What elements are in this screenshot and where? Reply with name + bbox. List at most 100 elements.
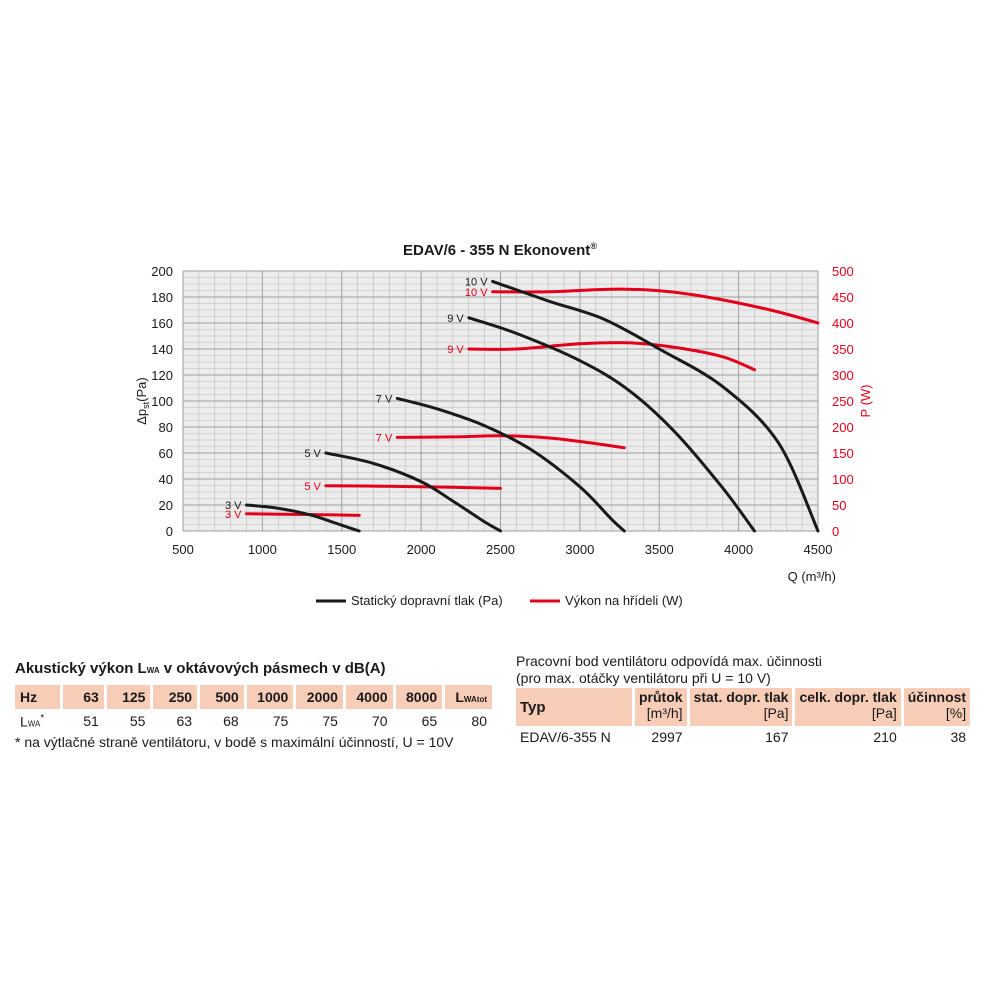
band-header: 63 (63, 685, 104, 709)
operating-point-value-row: EDAV/6-355 N 2997 167 210 38 (516, 726, 970, 745)
acoustic-cell: 65 (421, 713, 438, 730)
band-header: 4000 (345, 685, 393, 709)
acoustic-cell: 51 (83, 713, 99, 730)
y-left-tick-label: 120 (151, 368, 173, 383)
band-header: 2000 (296, 685, 343, 709)
pressure-curve (324, 451, 502, 533)
y-right-tick-label: 450 (832, 290, 854, 305)
acoustic-cell: 75 (322, 713, 338, 730)
operating-point-cell: 38 (950, 729, 967, 745)
y-left-tick-label: 140 (151, 342, 173, 357)
x-tick-label: 2500 (486, 542, 515, 557)
power-curve (467, 341, 756, 372)
power-curve (491, 287, 820, 325)
power-curve (324, 484, 502, 490)
acoustic-cell: 63 (176, 713, 193, 730)
operating-point-section: Pracovní bod ventilátoru odpovídá max. ú… (516, 653, 996, 745)
acoustic-cell: 75 (272, 713, 289, 730)
x-tick-label: 1500 (327, 542, 356, 557)
acoustic-cell: 68 (223, 713, 239, 730)
y-left-tick-label: 20 (159, 498, 173, 513)
x-tick-label: 500 (172, 542, 194, 557)
pressure-curve-label: 7 V (376, 393, 393, 405)
acoustic-title: Akustický výkon LWA v oktávových pásmech… (15, 660, 386, 677)
y-left-tick-label: 60 (159, 446, 173, 461)
acoustic-header-row: Hz 63 125 250 500 1000 2000 4000 8000 LW… (15, 685, 492, 709)
x-tick-label: 2000 (407, 542, 436, 557)
acoustic-value-row: LWA* 51 55 63 68 75 75 70 65 80 (15, 709, 492, 730)
chart-legend: Statický dopravní tlak (Pa) Výkon na hří… (316, 593, 683, 608)
power-curve-label: 3 V (225, 509, 242, 521)
y-right-tick-label: 200 (832, 420, 854, 435)
acoustic-cell: 70 (371, 713, 388, 730)
band-header: 1000 (246, 685, 294, 709)
column-header: stat. dopr. tlak [Pa] (689, 688, 793, 726)
total-header: LWAtot (445, 685, 492, 709)
y-right-tick-label: 350 (832, 342, 854, 357)
operating-point-header-row: Typ průtok [m³/h] stat. dopr. tlak [Pa] ce… (516, 688, 971, 726)
power-curve (245, 512, 361, 517)
y-left-tick-label: 40 (159, 472, 173, 487)
power-curve-label: 7 V (376, 432, 393, 444)
y-left-axis-label: Δpst(Pa) (134, 377, 151, 425)
power-curve-label: 9 V (447, 344, 464, 356)
acoustic-power-section: Akustický výkon LWA v oktávových pásmech… (15, 660, 495, 750)
x-tick-label: 3000 (565, 542, 594, 557)
y-left-tick-label: 100 (151, 394, 173, 409)
typ-value: EDAV/6-355 N (520, 729, 611, 745)
y-right-tick-label: 150 (832, 446, 854, 461)
operating-point-cell: 167 (765, 729, 789, 745)
lwa-row-label: LWA* (20, 713, 45, 730)
acoustic-total-cell: 80 (471, 713, 487, 730)
operating-point-table: Typ průtok [m³/h] stat. dopr. tlak [Pa] ce… (513, 688, 973, 745)
operating-point-caption-2: (pro max. otáčky ventilátoru při U = 10 … (516, 670, 771, 686)
pressure-curve (467, 316, 756, 533)
y-right-tick-label: 250 (832, 394, 854, 409)
band-header: 500 (200, 685, 244, 709)
band-header: 250 (153, 685, 198, 709)
column-header: účinnost [%] (903, 688, 971, 726)
pressure-curve-label: 3 V (225, 500, 242, 512)
legend-power-label: Výkon na hřídeli (W) (565, 593, 683, 608)
pressure-curve (395, 396, 626, 533)
pressure-curve-label: 9 V (447, 313, 464, 325)
y-left-tick-label: 0 (166, 524, 173, 539)
column-header: průtok [m³/h] (635, 688, 687, 726)
x-axis-label: Q (m³/h) (788, 569, 836, 584)
operating-point-caption-1: Pracovní bod ventilátoru odpovídá max. ú… (516, 653, 822, 669)
band-header: 125 (106, 685, 151, 709)
fan-performance-chart: EDAV/6 - 355 N Ekonovent® 500 1000 1500 200… (134, 241, 873, 608)
legend-pressure-label: Statický dopravní tlak (Pa) (351, 593, 503, 608)
plot-area: 500 1000 1500 2000 2500 3000 3500 4000 450002040… (151, 264, 853, 557)
y-right-tick-label: 0 (832, 524, 839, 539)
hz-header: Hz (15, 685, 61, 709)
y-right-tick-label: 500 (832, 264, 854, 279)
pressure-curve-label: 10 V (465, 276, 488, 288)
acoustic-footnote: * na výtlačné straně ventilátoru, v bodě… (15, 733, 454, 750)
y-left-tick-label: 180 (151, 290, 173, 305)
column-header: celk. dopr. tlak [Pa] (795, 688, 901, 726)
y-right-tick-label: 300 (832, 368, 854, 383)
power-curve-label: 10 V (465, 287, 488, 299)
band-header: 8000 (395, 685, 443, 709)
x-tick-label: 4000 (724, 542, 753, 557)
acoustic-table: Hz 63 125 250 500 1000 2000 4000 8000 LW… (12, 685, 495, 730)
operating-point-cell: 210 (873, 729, 897, 745)
power-curve (395, 434, 626, 450)
x-tick-label: 1000 (248, 542, 277, 557)
y-right-axis-label: P (W) (858, 385, 873, 418)
acoustic-cell: 55 (129, 713, 146, 730)
power-curve-label: 5 V (304, 481, 321, 493)
typ-header: Typ (516, 688, 632, 726)
pressure-curve-label: 5 V (304, 448, 321, 460)
pressure-curve (491, 279, 820, 533)
y-right-tick-label: 400 (832, 316, 854, 331)
y-left-tick-label: 200 (151, 264, 173, 279)
pressure-curve (245, 503, 361, 533)
y-left-tick-label: 160 (151, 316, 173, 331)
operating-point-cell: 2997 (651, 729, 683, 745)
chart-title: EDAV/6 - 355 N Ekonovent® (403, 241, 597, 259)
x-tick-label: 4500 (804, 542, 833, 557)
y-left-tick-label: 80 (159, 420, 173, 435)
y-right-tick-label: 50 (832, 498, 846, 513)
